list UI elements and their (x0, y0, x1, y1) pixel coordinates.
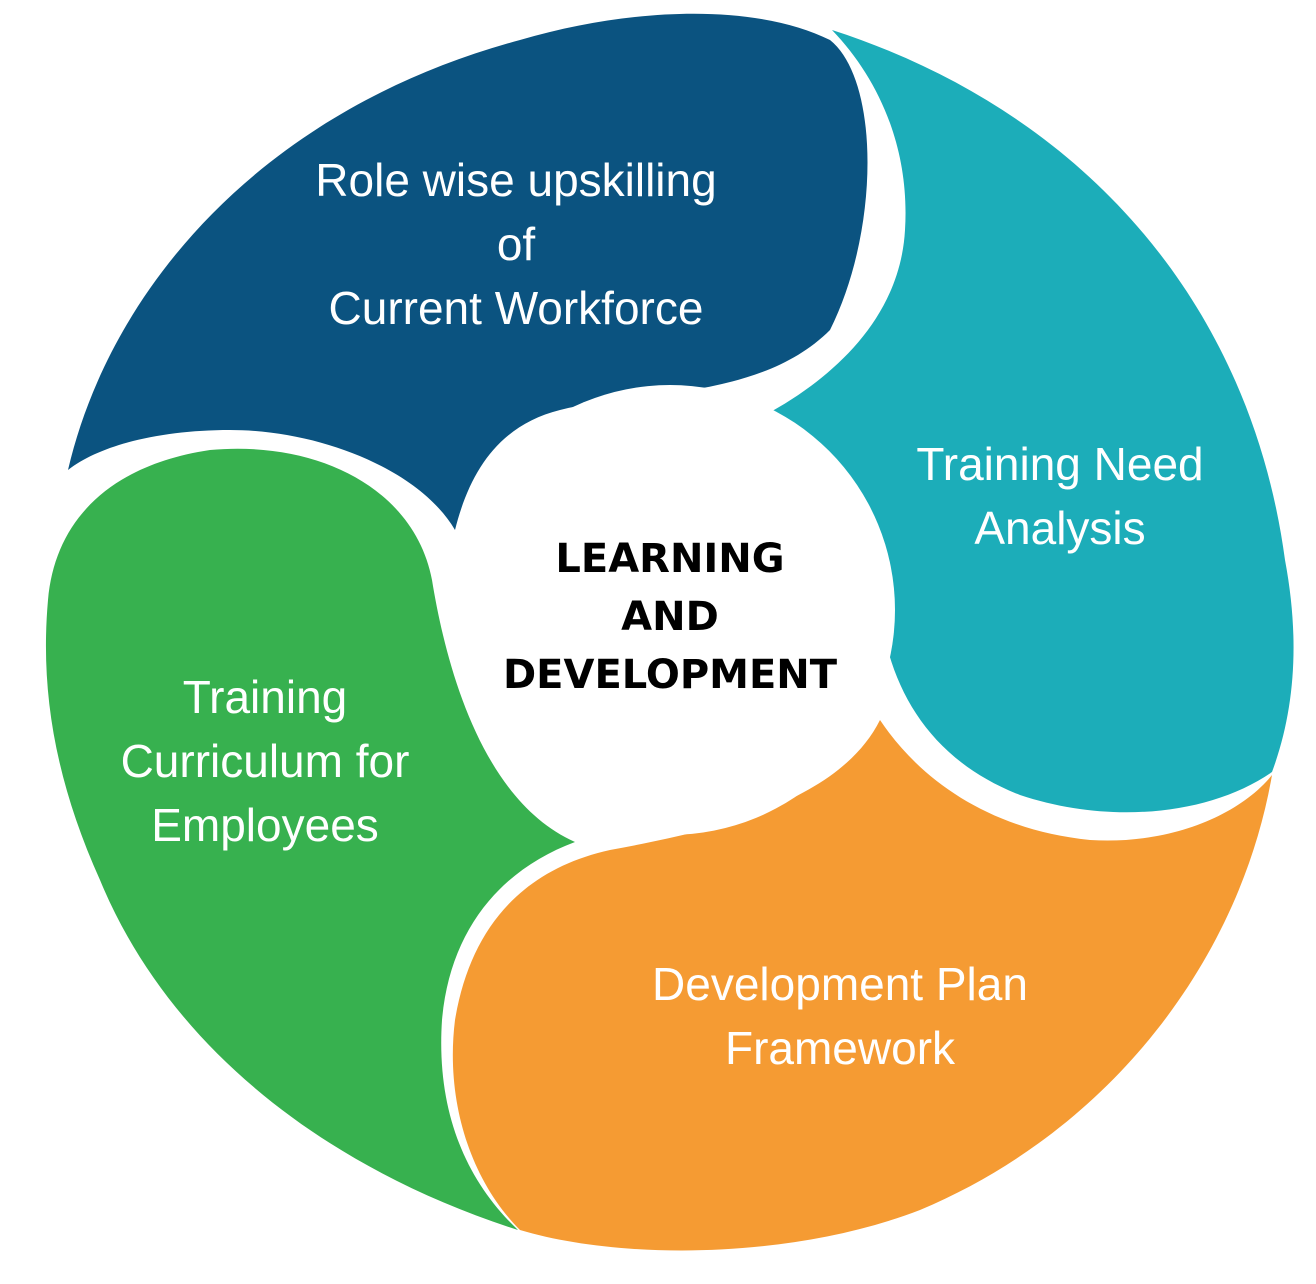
segment-development-plan-label: Development Plan Framework (652, 958, 1028, 1074)
center-title: LEARNING AND DEVELOPMENT (502, 536, 838, 698)
segment-development-plan-shape (452, 720, 1273, 1251)
segment-role-label: Role wise upskilling of Current Workforc… (315, 154, 717, 334)
segment-training-need-shape (765, 30, 1294, 813)
segment-curriculum-shape (45, 448, 575, 1231)
segment-training-need-label: Training Need Analysis (916, 438, 1204, 554)
center-circle (445, 385, 895, 835)
segment-curriculum-label: Training Curriculum for Employees (120, 671, 410, 851)
segment-role-shape (68, 13, 868, 530)
